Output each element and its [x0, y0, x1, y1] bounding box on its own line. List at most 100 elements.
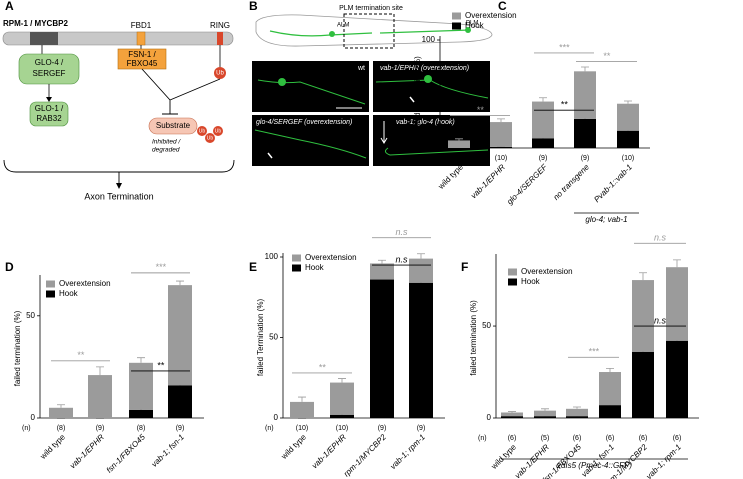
bar [574, 118, 596, 148]
sample-size: (9) [176, 425, 185, 432]
ub-tag [214, 67, 226, 79]
n-label: (n) [22, 425, 31, 432]
sample-size: (10) [336, 425, 348, 432]
pathway-diagram: RPM-1 / MYCBP2 FBD1 RING GLO-4 / SERGEF … [2, 19, 235, 201]
y-tick-label: 50 [426, 89, 435, 98]
n-label: (n) [265, 425, 274, 432]
y-tick-label: 100 [422, 35, 436, 44]
error-bar [581, 66, 589, 72]
error-bar [541, 408, 549, 411]
partner-label: GLO-1 / [35, 104, 64, 113]
cell-body [424, 75, 432, 83]
domain-label: RING [210, 21, 230, 30]
error-bar [417, 253, 425, 259]
ub-label: Ub [199, 128, 206, 134]
x-tick-label: vab-1/EPHR [310, 432, 348, 470]
sample-size: (9) [417, 425, 426, 432]
partner-label: RAB32 [36, 114, 62, 123]
error-bar [624, 100, 632, 104]
legend-swatch [292, 254, 301, 262]
bar [168, 285, 192, 386]
partner-label: SERGEF [33, 69, 66, 78]
error-bar [606, 367, 614, 373]
output-label: Axon Termination [84, 191, 153, 201]
neuron [384, 147, 489, 156]
sample-size: (9) [96, 425, 105, 432]
arrowhead-marker [267, 96, 415, 159]
bar [599, 372, 621, 406]
bar [534, 416, 556, 418]
micrograph [373, 115, 490, 166]
neuron-label: PLM [466, 21, 478, 27]
inhibition [141, 68, 221, 115]
sample-size: (10) [453, 155, 465, 162]
legend-swatch [452, 22, 461, 30]
sample-size: (6) [508, 435, 517, 442]
cell-body [278, 78, 286, 86]
image-label: vab-1/EPHR (overextension) [380, 65, 469, 72]
bar [88, 375, 112, 418]
bar [632, 280, 654, 352]
legend-label: Hook [305, 263, 325, 272]
bar [566, 408, 588, 417]
sample-size: (10) [622, 155, 634, 162]
legend-swatch [46, 280, 55, 288]
significance-label: ** [476, 105, 484, 115]
legend-label: Hook [521, 277, 541, 286]
sample-size: (9) [378, 425, 387, 432]
legend-swatch [46, 290, 55, 298]
panel-label: C [498, 0, 507, 13]
image-label: glo-4/SERGEF (overextension) [256, 119, 352, 126]
x-tick-label: vab-1/EPHR [68, 432, 106, 470]
ub-tag [205, 133, 215, 143]
panel-label: F [461, 260, 468, 274]
y-tick-label: 0 [431, 143, 436, 152]
note: degraded [152, 147, 180, 154]
bar [617, 130, 639, 148]
sample-size: (6) [673, 435, 682, 442]
legend-swatch [508, 278, 517, 286]
substrate-box [148, 117, 198, 135]
bar [129, 409, 153, 418]
x-tick-label: glo-4/SERGEF [505, 162, 550, 207]
bar [632, 351, 654, 418]
microscopy-panel: PLM termination site ALM PLM wt vab-1/EP… [252, 5, 493, 166]
sample-size: (6) [573, 435, 582, 442]
x-tick-label: rpm-1/MYCBP2 [342, 432, 388, 478]
micrograph [252, 61, 369, 112]
legend-label: Overextension [521, 267, 573, 276]
ub-tag [197, 126, 207, 136]
partner-label: GLO-4 / [35, 58, 64, 67]
bar [617, 103, 639, 131]
partner-box [29, 101, 69, 127]
bar [409, 258, 433, 283]
domain [30, 32, 58, 45]
legend-swatch [292, 264, 301, 272]
significance-label: *** [559, 42, 570, 52]
ub-label: Ub [216, 71, 224, 77]
group-label: glo-4; vab-1 [585, 215, 627, 224]
protein-bar [2, 31, 234, 46]
x-tick-label: vab-1/EPHR [469, 162, 507, 200]
bar [290, 401, 314, 418]
error-bar [673, 259, 681, 268]
sample-size: (8) [137, 425, 146, 432]
significance-label: ** [77, 350, 85, 360]
x-tick-label: wild type [279, 432, 308, 461]
ub-label: Ub [207, 135, 214, 141]
significance-label: ** [157, 360, 165, 370]
legend-label: Overextension [305, 253, 357, 262]
sample-size: (9) [539, 155, 548, 162]
panel-label: A [5, 0, 14, 13]
bar [574, 71, 596, 119]
x-tick-label: Pvab-1::vab-1 [592, 163, 634, 205]
y-tick-label: 100 [265, 252, 279, 261]
significance-label: n.s [654, 315, 667, 325]
x-tick-label: wild type [436, 162, 465, 191]
bar [666, 340, 688, 418]
y-tick-label: 50 [482, 321, 491, 330]
neuron [254, 129, 367, 159]
y-axis-label: failed termination (%) [469, 300, 478, 376]
arrow-marker [380, 121, 388, 144]
